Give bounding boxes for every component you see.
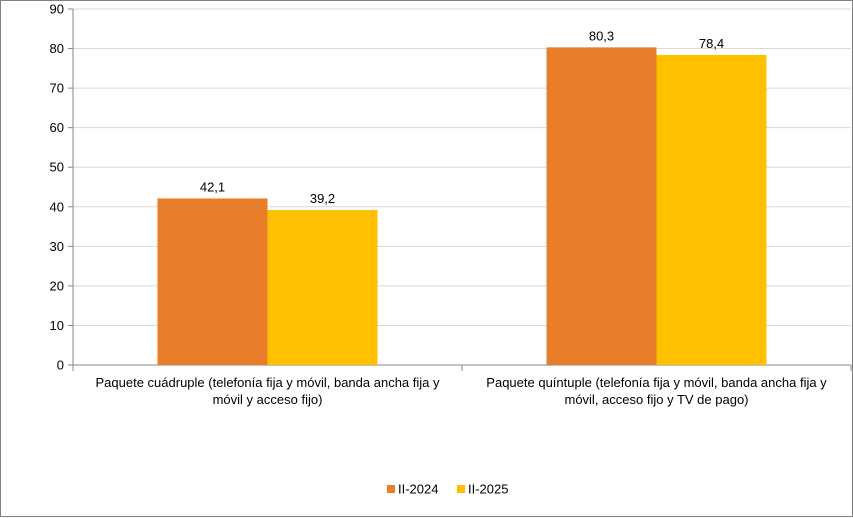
y-tick-label: 70 [50, 81, 64, 96]
data-label: 42,1 [200, 179, 225, 194]
y-tick-label: 60 [50, 120, 64, 135]
legend-label: II-2025 [468, 482, 508, 497]
y-tick-label: 30 [50, 239, 64, 254]
y-tick-label: 20 [50, 278, 64, 293]
x-category-label: móvil y acceso fijo) [213, 392, 323, 407]
y-tick-label: 80 [50, 41, 64, 56]
y-tick-label: 40 [50, 199, 64, 214]
legend-label: II-2024 [398, 482, 438, 497]
x-category-label: Paquete quíntuple (telefonía fija y móvi… [486, 375, 827, 390]
legend-swatch-ii-2024 [387, 485, 395, 493]
x-category-label: Paquete cuádruple (telefonía fija y móvi… [96, 375, 440, 390]
data-label: 39,2 [310, 191, 335, 206]
legend-swatch-ii-2025 [457, 485, 465, 493]
data-label: 80,3 [589, 28, 614, 43]
y-tick-label: 10 [50, 318, 64, 333]
bar-ii-2024-2 [546, 47, 657, 365]
data-label: 78,4 [699, 36, 724, 51]
bar-ii-2025-2 [656, 54, 767, 365]
bar-ii-2025-1 [267, 209, 378, 365]
y-tick-label: 90 [50, 2, 64, 17]
y-tick-label: 50 [50, 160, 64, 175]
x-category-label: móvil, acceso fijo y TV de pago) [564, 392, 748, 407]
bar-ii-2024-1 [157, 198, 268, 365]
y-tick-label: 0 [57, 358, 64, 373]
